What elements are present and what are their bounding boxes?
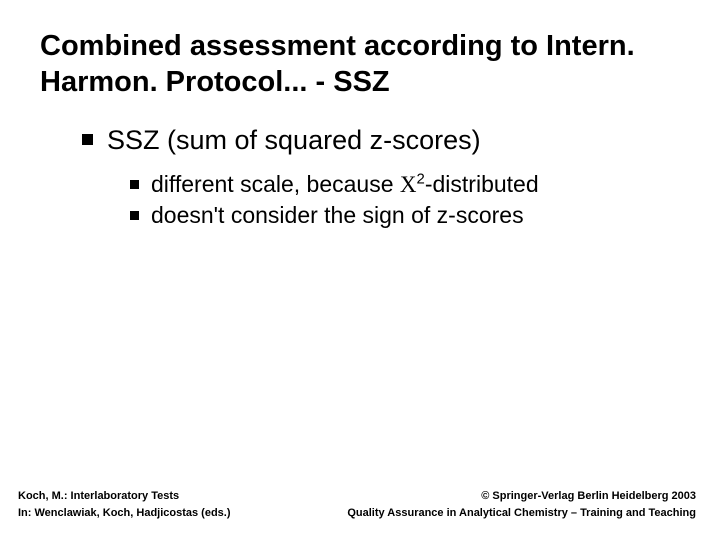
list-item: different scale, because Χ2-distributed [130, 170, 680, 200]
square-bullet-icon [82, 134, 93, 145]
slide: Combined assessment according to Intern.… [0, 0, 720, 540]
footer-copyright: © Springer-Verlag Berlin Heidelberg 2003 [347, 488, 696, 505]
footer-booktitle: Quality Assurance in Analytical Chemistr… [347, 505, 696, 522]
text-post: -distributed [425, 171, 539, 197]
slide-title: Combined assessment according to Intern.… [40, 28, 680, 101]
level1-text: SSZ (sum of squared z-scores) [107, 123, 481, 158]
slide-footer: Koch, M.: Interlaboratory Tests In: Wenc… [0, 488, 720, 522]
list-item: SSZ (sum of squared z-scores) [82, 123, 680, 158]
bullet-level1: SSZ (sum of squared z-scores) [82, 123, 680, 158]
footer-author: Koch, M.: Interlaboratory Tests [18, 488, 231, 505]
footer-source: In: Wenclawiak, Koch, Hadjicostas (eds.) [18, 505, 231, 522]
list-item: doesn't consider the sign of z-scores [130, 201, 680, 231]
level2-text-2: doesn't consider the sign of z-scores [151, 201, 524, 231]
footer-right: © Springer-Verlag Berlin Heidelberg 2003… [347, 488, 696, 522]
superscript: 2 [417, 170, 425, 187]
square-bullet-icon [130, 211, 139, 220]
chi-symbol: Χ [400, 172, 417, 197]
square-bullet-icon [130, 180, 139, 189]
level2-text-1: different scale, because Χ2-distributed [151, 170, 539, 200]
bullet-level2: different scale, because Χ2-distributed … [130, 170, 680, 232]
text-pre: different scale, because [151, 171, 400, 197]
footer-left: Koch, M.: Interlaboratory Tests In: Wenc… [18, 488, 231, 522]
